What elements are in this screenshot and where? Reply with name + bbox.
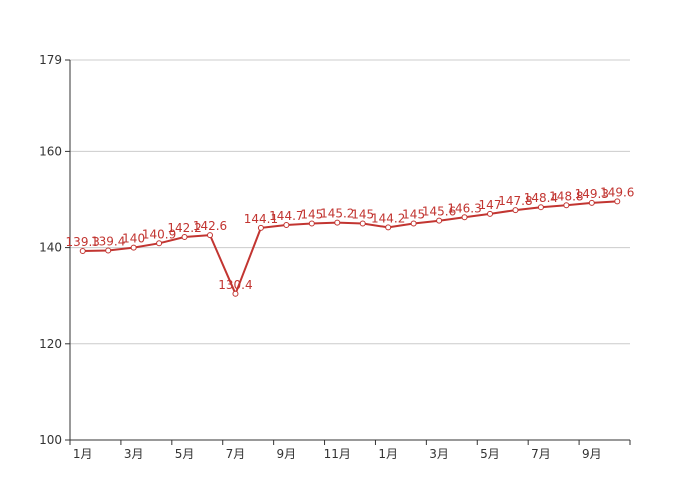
- x-tick-label: 7月: [226, 447, 246, 461]
- y-tick-label: 140: [39, 241, 62, 255]
- axes: 100 120 140 160 179 1月 3月 5月 7月 9月 11月 1月 3月 5月 7月 9月: [39, 53, 631, 461]
- x-tick-label: 11月: [324, 447, 351, 461]
- data-label: 139.3: [66, 235, 100, 249]
- y-tick-label: 179: [39, 53, 62, 67]
- data-point[interactable]: [283, 221, 290, 228]
- data-point[interactable]: [156, 240, 163, 247]
- data-label: 140: [122, 232, 145, 246]
- data-point[interactable]: [614, 198, 621, 205]
- data-point[interactable]: [487, 210, 493, 217]
- data-label: 149.6: [600, 185, 634, 199]
- data-label: 130.4: [218, 278, 252, 292]
- data-label: 139.4: [91, 234, 125, 248]
- data-label: 149.3: [575, 187, 609, 201]
- data-point[interactable]: [257, 224, 264, 231]
- data-label: 148.4: [524, 191, 558, 205]
- x-tick-label: 9月: [582, 447, 602, 461]
- y-tick-label: 120: [39, 337, 62, 351]
- data-label: 144.2: [371, 211, 405, 225]
- x-tick-label: 9月: [277, 447, 297, 461]
- data-label: 144.1: [244, 212, 278, 226]
- data-label: 145: [351, 208, 374, 222]
- series-layer: [79, 198, 621, 297]
- data-label: 142.2: [167, 221, 201, 235]
- data-point[interactable]: [512, 207, 519, 214]
- data-point[interactable]: [410, 220, 417, 227]
- data-point[interactable]: [207, 232, 213, 239]
- x-tick-label: 3月: [124, 447, 144, 461]
- x-tick-label: 1月: [378, 447, 398, 461]
- data-label: 145: [300, 208, 323, 222]
- data-point[interactable]: [232, 290, 239, 297]
- data-point[interactable]: [461, 214, 468, 221]
- data-point[interactable]: [130, 244, 137, 251]
- data-label: 145.2: [320, 207, 354, 221]
- data-labels: 139.3139.4140140.9142.2142.6130.4144.114…: [66, 185, 635, 291]
- y-tick-label: 100: [39, 433, 62, 447]
- data-label: 142.6: [193, 219, 227, 233]
- data-label: 140.9: [142, 227, 176, 241]
- x-tick-label: 5月: [175, 447, 195, 461]
- x-tick-label: 3月: [429, 447, 449, 461]
- data-label: 144.7: [269, 209, 303, 223]
- data-label: 147: [479, 198, 502, 212]
- data-point[interactable]: [588, 199, 595, 206]
- series-line: [82, 200, 618, 295]
- data-point[interactable]: [537, 204, 544, 211]
- x-tick-label: 7月: [531, 447, 551, 461]
- data-label: 147.8: [498, 194, 532, 208]
- data-point[interactable]: [334, 219, 341, 226]
- data-point[interactable]: [359, 220, 366, 227]
- data-point[interactable]: [181, 234, 188, 241]
- y-tick-label: 160: [39, 144, 62, 158]
- data-point[interactable]: [563, 202, 570, 209]
- data-point[interactable]: [385, 224, 392, 231]
- x-tick-label: 5月: [480, 447, 500, 461]
- data-point[interactable]: [79, 247, 86, 254]
- grid-lines: [70, 59, 630, 345]
- data-label: 145: [402, 208, 425, 222]
- data-point[interactable]: [105, 247, 112, 254]
- data-point[interactable]: [308, 220, 315, 227]
- data-label: 145.6: [422, 205, 456, 219]
- data-label: 146.3: [447, 201, 481, 215]
- x-tick-label: 1月: [73, 447, 93, 461]
- data-label: 148.8: [549, 189, 583, 203]
- data-point[interactable]: [436, 217, 443, 224]
